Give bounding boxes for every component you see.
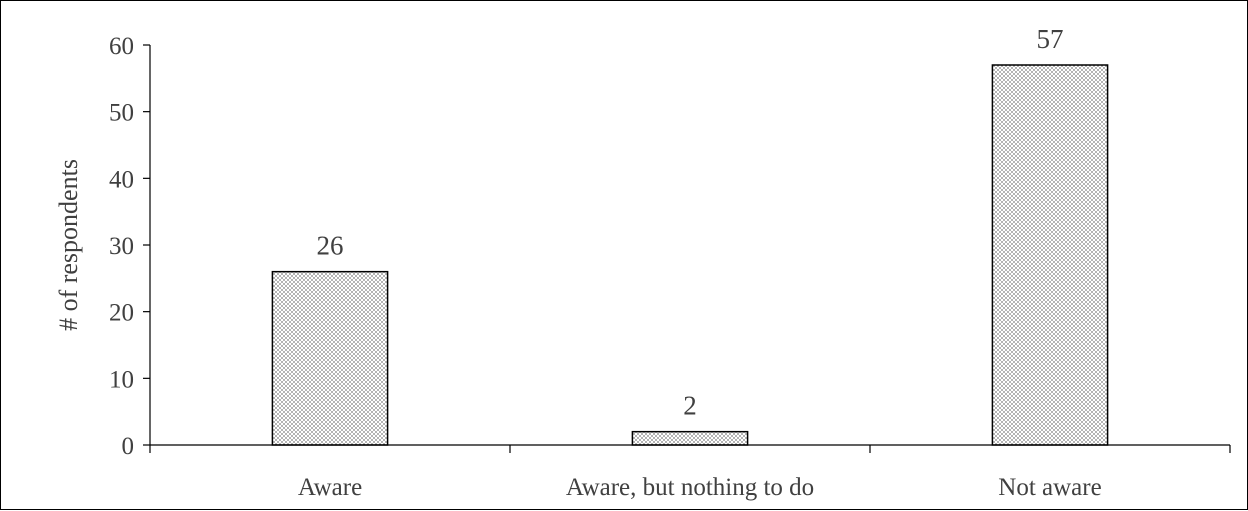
y-tick-label: 30: [109, 233, 134, 260]
x-axis: Aware Aware, but nothing to do Not aware: [149, 444, 1231, 501]
bar: [271, 270, 389, 446]
y-tick-label: 20: [109, 300, 134, 327]
x-category-label: Aware: [298, 474, 362, 501]
y-tick-label: 60: [109, 33, 134, 60]
y-tick-label: 0: [122, 433, 135, 460]
bar-data-label: 26: [317, 231, 344, 261]
y-tick-label: 10: [109, 366, 134, 393]
bar-series: 26 2 57: [271, 24, 1109, 446]
x-category-label: Aware, but nothing to do: [566, 474, 814, 501]
x-category-label: Not aware: [998, 474, 1101, 501]
bar-data-label: 57: [1037, 24, 1064, 54]
y-tick-label: 40: [109, 166, 134, 193]
y-axis-title: # of respondents: [54, 159, 83, 331]
bar: [631, 430, 749, 446]
y-axis: 0 10 20 30 40 50 60: [109, 33, 151, 460]
bar-data-label: 2: [683, 391, 697, 421]
y-tick-label: 50: [109, 100, 134, 127]
bar: [991, 64, 1109, 446]
